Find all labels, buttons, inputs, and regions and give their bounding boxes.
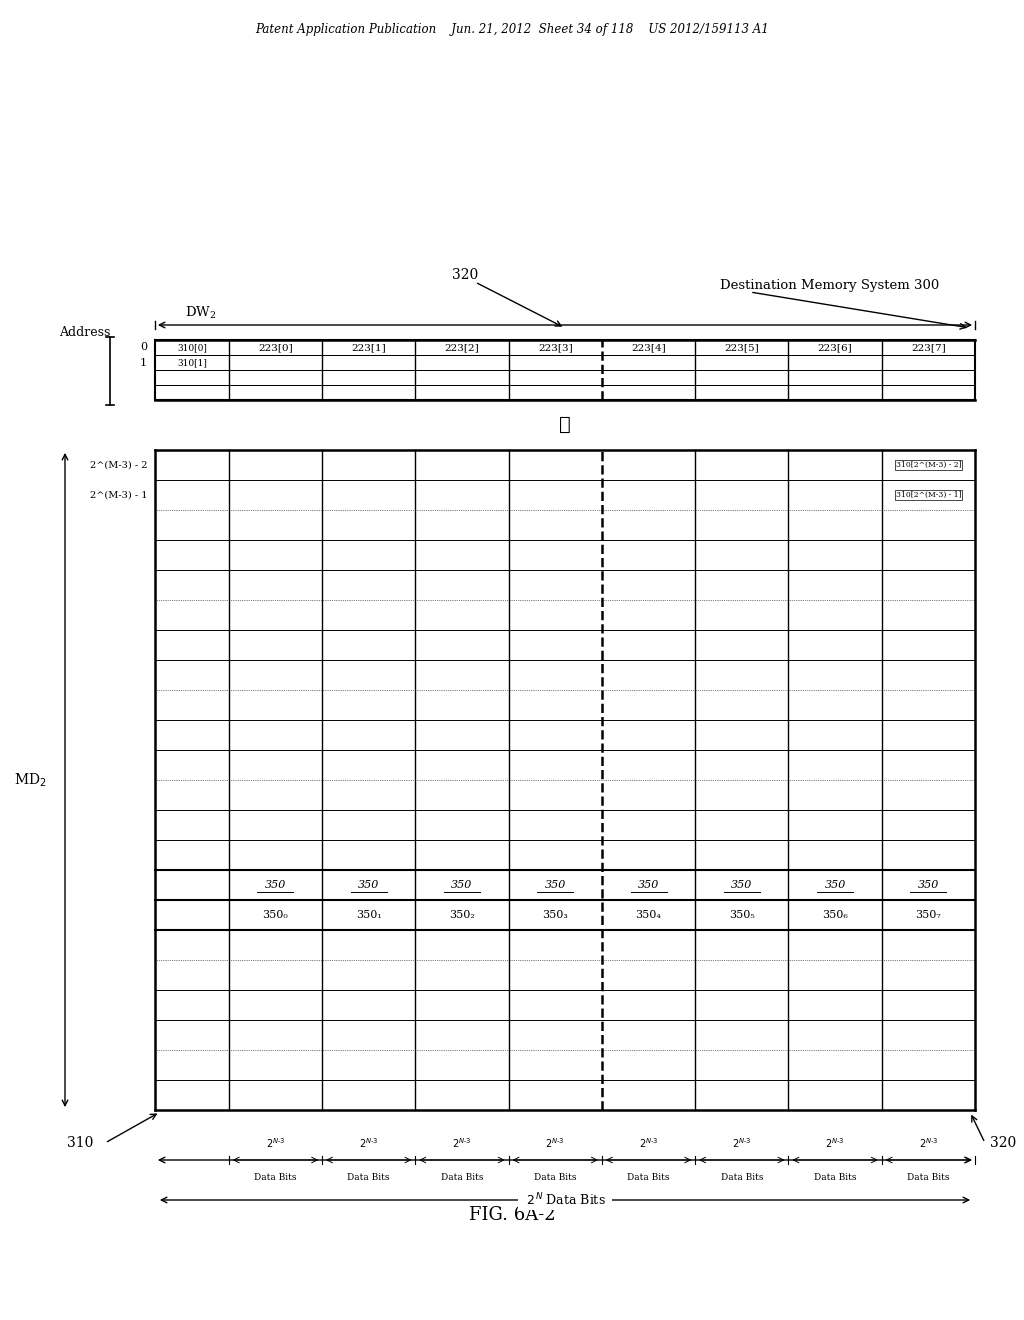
Text: Data Bits: Data Bits	[347, 1173, 390, 1181]
Text: 0: 0	[140, 342, 147, 352]
Text: ⋮: ⋮	[559, 416, 570, 434]
Text: $\mathregular{DW_2}$: $\mathregular{DW_2}$	[185, 305, 222, 321]
Text: 350: 350	[265, 880, 286, 890]
Text: 350: 350	[452, 880, 473, 890]
Text: 350₆: 350₆	[822, 909, 848, 920]
Text: Data Bits: Data Bits	[814, 1173, 856, 1181]
Text: 350₅: 350₅	[729, 909, 755, 920]
Text: 310[2^(M-3) - 2]: 310[2^(M-3) - 2]	[896, 461, 962, 469]
Text: 320: 320	[452, 268, 478, 282]
Text: Data Bits: Data Bits	[907, 1173, 949, 1181]
Text: $2^{N\text{-}3}$: $2^{N\text{-}3}$	[732, 1137, 752, 1150]
Text: 2^(M-3) - 2: 2^(M-3) - 2	[89, 461, 147, 470]
Text: $2^{N\text{-}3}$: $2^{N\text{-}3}$	[358, 1137, 379, 1150]
Text: 223[3]: 223[3]	[538, 343, 572, 352]
Text: 350: 350	[824, 880, 846, 890]
Text: 350₇: 350₇	[915, 909, 941, 920]
Text: $2^{N\text{-}3}$: $2^{N\text{-}3}$	[919, 1137, 938, 1150]
Text: 320: 320	[990, 1137, 1016, 1150]
Text: MD$_2$: MD$_2$	[13, 771, 46, 789]
Text: Destination Memory System 300: Destination Memory System 300	[720, 279, 939, 292]
Text: 350₁: 350₁	[355, 909, 382, 920]
Text: Address: Address	[59, 326, 111, 339]
Text: 223[0]: 223[0]	[258, 343, 293, 352]
Text: Data Bits: Data Bits	[721, 1173, 763, 1181]
Text: 223[5]: 223[5]	[724, 343, 759, 352]
Text: 350: 350	[918, 880, 939, 890]
Text: 350₀: 350₀	[262, 909, 289, 920]
Text: Data Bits: Data Bits	[254, 1173, 297, 1181]
Text: 350: 350	[545, 880, 566, 890]
Text: $2^{N\text{-}3}$: $2^{N\text{-}3}$	[639, 1137, 658, 1150]
Text: 350: 350	[358, 880, 380, 890]
Text: 223[1]: 223[1]	[351, 343, 386, 352]
Text: 350₃: 350₃	[543, 909, 568, 920]
Text: 310: 310	[67, 1137, 93, 1150]
Text: 350: 350	[638, 880, 659, 890]
Text: 310[2^(M-3) - 1]: 310[2^(M-3) - 1]	[896, 491, 962, 499]
Text: 223[6]: 223[6]	[818, 343, 852, 352]
Text: 310[0]: 310[0]	[177, 343, 207, 352]
Text: $2^{N\text{-}3}$: $2^{N\text{-}3}$	[825, 1137, 845, 1150]
Text: $2^{N\text{-}3}$: $2^{N\text{-}3}$	[265, 1137, 286, 1150]
Text: $2^{N\text{-}3}$: $2^{N\text{-}3}$	[546, 1137, 565, 1150]
Text: 223[7]: 223[7]	[911, 343, 946, 352]
Text: Patent Application Publication    Jun. 21, 2012  Sheet 34 of 118    US 2012/1591: Patent Application Publication Jun. 21, …	[255, 24, 769, 37]
Text: 1: 1	[140, 358, 147, 367]
Text: 2^(M-3) - 1: 2^(M-3) - 1	[89, 491, 147, 499]
Text: Data Bits: Data Bits	[534, 1173, 577, 1181]
Text: 223[4]: 223[4]	[631, 343, 666, 352]
Text: 350₄: 350₄	[636, 909, 662, 920]
Text: $2^N$ Data Bits: $2^N$ Data Bits	[519, 1192, 610, 1208]
Text: Data Bits: Data Bits	[440, 1173, 483, 1181]
Text: $2^{N\text{-}3}$: $2^{N\text{-}3}$	[453, 1137, 472, 1150]
Text: 350₂: 350₂	[450, 909, 475, 920]
Text: 223[2]: 223[2]	[444, 343, 479, 352]
Text: Data Bits: Data Bits	[628, 1173, 670, 1181]
Text: FIG. 6A-2: FIG. 6A-2	[469, 1206, 555, 1224]
Text: 350: 350	[731, 880, 753, 890]
Text: 310[1]: 310[1]	[177, 358, 207, 367]
